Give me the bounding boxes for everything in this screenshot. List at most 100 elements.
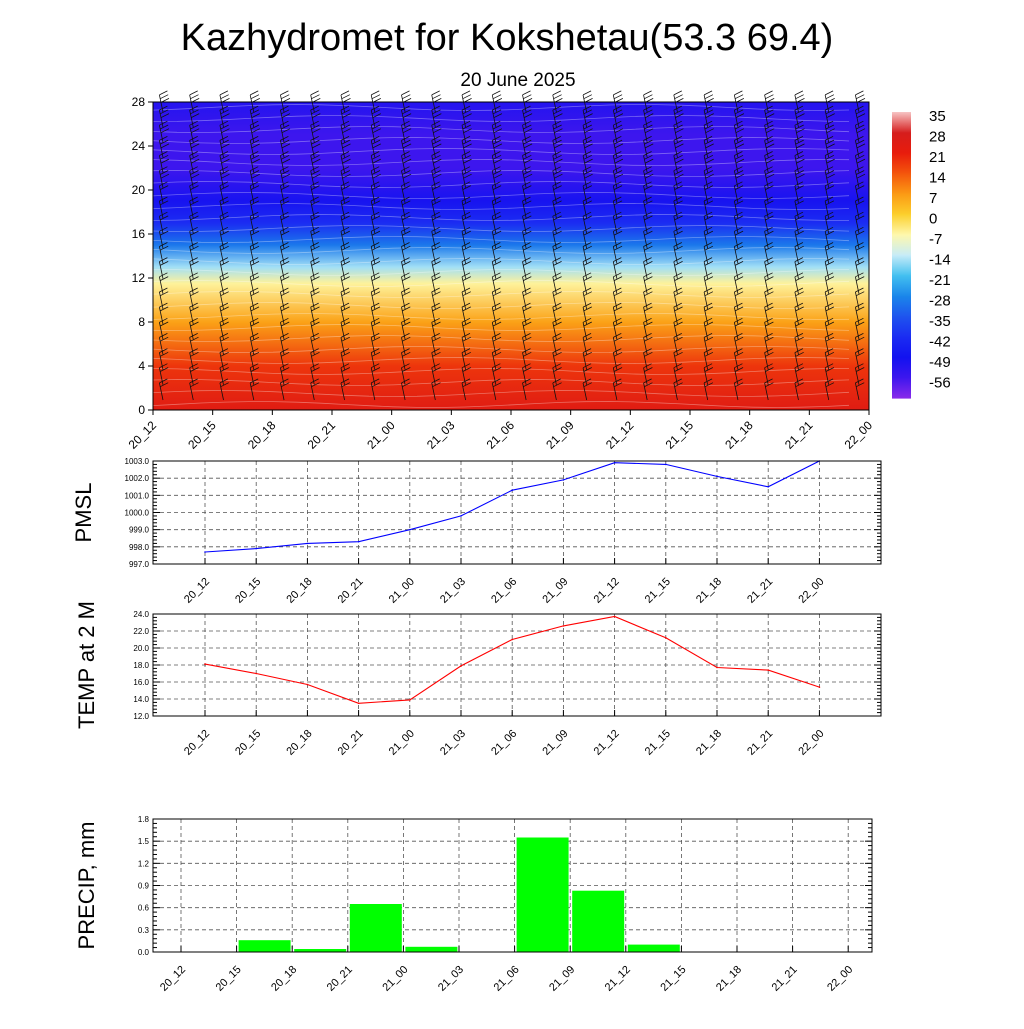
wind-barb xyxy=(794,211,804,234)
wind-barb xyxy=(491,166,503,188)
wind-barb xyxy=(189,257,199,279)
wind-barb xyxy=(673,120,684,143)
wind-barb xyxy=(582,166,593,188)
wind-barb xyxy=(824,151,835,173)
wind-barb xyxy=(855,348,865,370)
wind-barb xyxy=(733,333,744,355)
wind-barb xyxy=(552,211,562,234)
wind-barb xyxy=(340,363,350,385)
wind-barb xyxy=(794,181,804,204)
colorbar-segment xyxy=(892,275,911,297)
heatmap-x-tick-label: 21_03 xyxy=(424,418,458,452)
wind-barb xyxy=(280,287,290,310)
wind-barb xyxy=(643,287,653,310)
wind-barb xyxy=(824,302,835,325)
wind-barb xyxy=(764,226,774,249)
panel-frame xyxy=(152,613,882,717)
colorbar-segment xyxy=(892,255,911,276)
wind-barb xyxy=(522,166,533,188)
wind-barb xyxy=(794,363,804,385)
wind-barb xyxy=(219,317,229,340)
colorbar-segment xyxy=(892,295,911,317)
heatmap-y-tick-label: 20 xyxy=(132,183,146,197)
wind-barb xyxy=(703,242,714,264)
wind-barb xyxy=(159,363,169,385)
wind-barb xyxy=(159,151,170,173)
wind-barb xyxy=(370,363,381,385)
wind-barb xyxy=(733,378,744,401)
wind-barb xyxy=(159,317,169,340)
colorbar-segment xyxy=(892,234,911,256)
precip-bar xyxy=(238,940,291,952)
wind-barb xyxy=(703,363,714,385)
data-point xyxy=(460,665,462,667)
x-tick-label: 21_18 xyxy=(694,728,724,758)
wind-barb xyxy=(855,242,865,264)
colorbar-segment xyxy=(892,112,911,133)
wind-barb xyxy=(733,105,745,128)
wind-barb xyxy=(189,196,199,219)
x-tick-label: 21_00 xyxy=(387,576,417,606)
wind-barb xyxy=(219,302,229,325)
wind-barb xyxy=(612,120,624,143)
wind-barb xyxy=(370,226,381,249)
wind-barb xyxy=(159,226,169,249)
wind-barb xyxy=(703,211,714,234)
wind-barb xyxy=(431,136,442,158)
wind-barb xyxy=(401,105,412,128)
wind-barb xyxy=(582,348,592,370)
wind-barb xyxy=(612,242,623,264)
wind-barb xyxy=(552,302,562,325)
heatmap-y-tick-label: 4 xyxy=(138,359,145,373)
x-tick-label: 20_12 xyxy=(182,576,212,606)
wind-barb xyxy=(643,196,653,219)
wind-barb xyxy=(159,348,169,370)
wind-barb xyxy=(340,242,350,264)
wind-barb xyxy=(855,287,865,310)
heatmap-x-tick-label: 21_15 xyxy=(663,418,697,452)
x-tick-label: 20_21 xyxy=(336,728,366,758)
wind-barb xyxy=(461,120,472,143)
wind-barb xyxy=(431,151,442,173)
wind-barb xyxy=(643,120,654,143)
heatmap-x-tick-label: 20_18 xyxy=(245,418,279,452)
heatmap-x-tick-label: 22_00 xyxy=(842,418,876,452)
wind-barb xyxy=(401,302,411,325)
wind-barb xyxy=(310,302,320,325)
wind-barb xyxy=(159,181,169,204)
wind-barb xyxy=(461,317,471,340)
wind-barb xyxy=(189,181,199,204)
wind-barb xyxy=(219,226,229,249)
colorbar-segment xyxy=(892,173,911,195)
wind-barb xyxy=(189,378,199,401)
wind-barb xyxy=(280,378,290,401)
wind-barb xyxy=(340,287,350,310)
heatmap-isoline xyxy=(152,357,850,364)
wind-barb xyxy=(612,363,623,385)
wind-barb xyxy=(733,242,744,264)
wind-barb xyxy=(643,105,654,128)
wind-barb xyxy=(491,136,503,158)
wind-barb xyxy=(673,272,683,294)
heatmap-isoline xyxy=(152,390,850,397)
colorbar-segment xyxy=(892,377,911,399)
wind-barb xyxy=(249,181,260,204)
wind-barb xyxy=(522,105,533,128)
wind-barb xyxy=(552,272,562,294)
wind-barb xyxy=(280,272,290,294)
wind-barb xyxy=(491,257,502,279)
wind-barb xyxy=(764,378,774,401)
wind-barb xyxy=(703,333,714,355)
wind-barb xyxy=(401,90,412,113)
wind-barb xyxy=(582,363,592,385)
y-tick-label: 1002.0 xyxy=(125,474,150,483)
wind-barb xyxy=(219,90,230,113)
wind-barb xyxy=(764,333,774,355)
wind-barb xyxy=(582,120,593,143)
wind-barb xyxy=(461,302,471,325)
wind-barb xyxy=(703,105,714,128)
wind-barb xyxy=(522,196,532,219)
heatmap-y-tick-label: 16 xyxy=(132,227,146,241)
wind-barb xyxy=(824,242,835,264)
heatmap-x-tick-label: 20_15 xyxy=(185,418,219,452)
